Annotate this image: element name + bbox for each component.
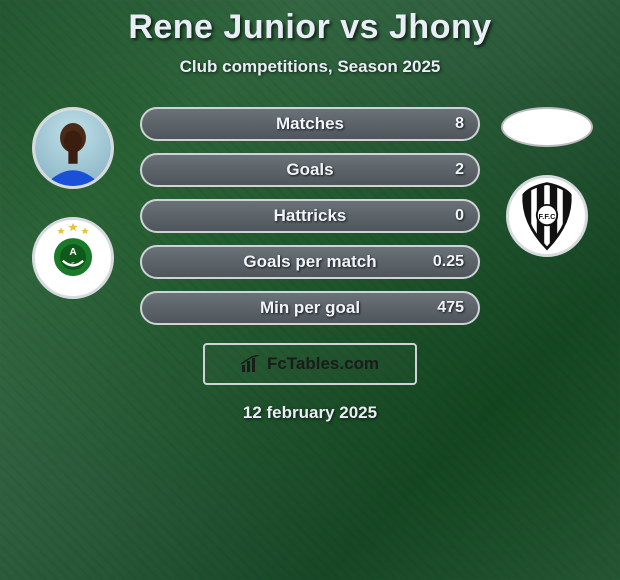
player2-avatar-blank xyxy=(501,107,593,147)
content-wrapper: Rene Junior vs Jhony Club competitions, … xyxy=(0,0,620,423)
stat-label: Hattricks xyxy=(274,206,347,226)
stat-label: Goals per match xyxy=(243,252,376,272)
svg-text:F: F xyxy=(71,262,75,268)
stat-p2-value: 8 xyxy=(455,115,464,133)
player2-column: F.F.C xyxy=(492,107,602,257)
player1-club-crest: A F xyxy=(32,217,114,299)
player2-club-crest: F.F.C xyxy=(506,175,588,257)
stat-p2-value: 0.25 xyxy=(433,253,464,271)
stat-bars: Matches 8 Goals 2 Hattricks 0 Goals per … xyxy=(140,107,480,325)
footer-date: 12 february 2025 xyxy=(0,403,620,423)
svg-text:F.F.C: F.F.C xyxy=(539,212,557,221)
figueirense-crest-icon: F.F.C xyxy=(509,175,585,257)
stat-p2-value: 0 xyxy=(455,207,464,225)
stat-p2-value: 2 xyxy=(455,161,464,179)
stat-row-mpg: Min per goal 475 xyxy=(140,291,480,325)
player1-photo-placeholder xyxy=(35,107,111,189)
player1-avatar xyxy=(32,107,114,189)
stat-p2-value: 475 xyxy=(437,299,464,317)
stat-row-hattricks: Hattricks 0 xyxy=(140,199,480,233)
stat-row-goals: Goals 2 xyxy=(140,153,480,187)
main-row: A F Matches 8 Goals 2 Hattricks 0 xyxy=(0,107,620,325)
brand-badge[interactable]: FcTables.com xyxy=(203,343,417,385)
player1-column: A F xyxy=(18,107,128,299)
page-title: Rene Junior vs Jhony xyxy=(0,8,620,47)
chapecoense-crest-icon: A F xyxy=(35,217,111,299)
brand-text: FcTables.com xyxy=(267,354,379,374)
stat-row-matches: Matches 8 xyxy=(140,107,480,141)
stat-label: Min per goal xyxy=(260,298,360,318)
stat-row-gpm: Goals per match 0.25 xyxy=(140,245,480,279)
stat-label: Matches xyxy=(276,114,344,134)
stat-label: Goals xyxy=(286,160,333,180)
svg-text:A: A xyxy=(69,247,77,258)
subtitle: Club competitions, Season 2025 xyxy=(0,57,620,77)
bar-chart-icon xyxy=(241,355,261,373)
